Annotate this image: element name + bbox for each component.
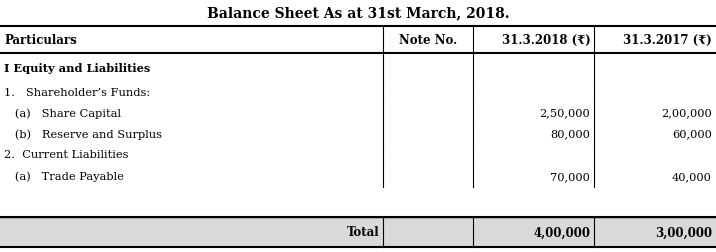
Text: Note No.: Note No.	[399, 34, 457, 47]
Text: Total: Total	[347, 226, 379, 239]
Text: (a)   Trade Payable: (a) Trade Payable	[4, 171, 124, 181]
Text: Balance Sheet As at 31st March, 2018.: Balance Sheet As at 31st March, 2018.	[207, 6, 509, 20]
Text: 70,000: 70,000	[551, 171, 590, 181]
Text: 3,00,000: 3,00,000	[655, 226, 712, 239]
Text: Particulars: Particulars	[4, 34, 77, 47]
Text: I Equity and Liabilities: I Equity and Liabilities	[4, 62, 150, 73]
Text: 2,50,000: 2,50,000	[540, 108, 590, 118]
Text: 31.3.2018 (₹): 31.3.2018 (₹)	[501, 34, 590, 47]
Text: 1.   Shareholder’s Funds:: 1. Shareholder’s Funds:	[4, 87, 150, 97]
Text: 31.3.2017 (₹): 31.3.2017 (₹)	[623, 34, 712, 47]
Text: 4,00,000: 4,00,000	[533, 226, 590, 239]
Bar	[0, 217, 716, 247]
Text: (a)   Share Capital: (a) Share Capital	[4, 108, 121, 118]
Text: 2.  Current Liabilities: 2. Current Liabilities	[4, 150, 128, 160]
Text: 40,000: 40,000	[672, 171, 712, 181]
Text: 2,00,000: 2,00,000	[662, 108, 712, 118]
Text: (b)   Reserve and Surplus: (b) Reserve and Surplus	[4, 129, 162, 139]
Text: 60,000: 60,000	[672, 129, 712, 139]
Text: 80,000: 80,000	[551, 129, 590, 139]
